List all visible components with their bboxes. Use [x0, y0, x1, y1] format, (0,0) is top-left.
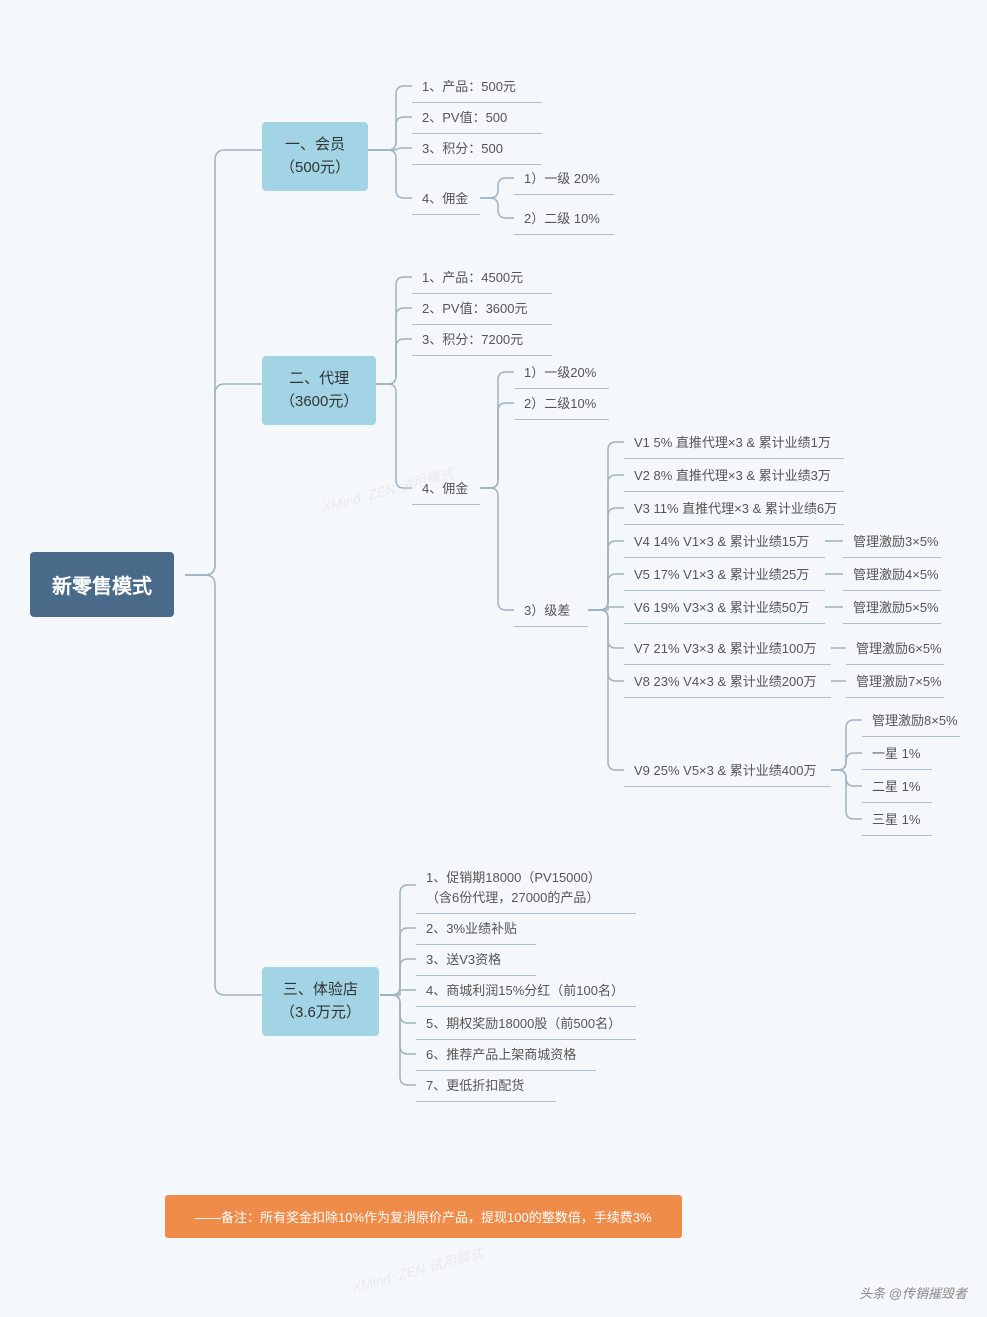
b2-s2: 二星 1% — [862, 772, 932, 803]
watermark: XMind: ZEN 试用模式 — [350, 1243, 486, 1297]
branch-store: 三、体验店 （3.6万元） — [262, 967, 379, 1036]
b3-item4: 4、商城利润15%分红（前100名） — [416, 976, 636, 1007]
b2-v1: V1 5% 直推代理×3 & 累计业绩1万 — [624, 428, 844, 459]
b2-s1: 一星 1% — [862, 739, 932, 770]
b2-m4: 管理激励3×5% — [843, 527, 941, 558]
b2-comm2: 2）二级10% — [514, 389, 609, 420]
root-node: 新零售模式 — [30, 552, 174, 617]
b2-v8: V8 23% V4×3 & 累计业绩200万 — [624, 667, 831, 698]
b2-item2: 2、PV值：3600元 — [412, 294, 552, 325]
connector-lines — [0, 0, 987, 1317]
b2-s3: 三星 1% — [862, 805, 932, 836]
b1-item2: 2、PV值：500 — [412, 103, 542, 134]
credit: 头条 @传销摧毁者 — [859, 1283, 967, 1302]
b2-comm3: 3）级差 — [514, 596, 588, 627]
branch1-subtitle: （500元） — [280, 157, 350, 180]
b2-v6: V6 19% V3×3 & 累计业绩50万 — [624, 593, 825, 624]
branch-agent: 二、代理 （3600元） — [262, 356, 376, 425]
b2-item1: 1、产品：4500元 — [412, 263, 552, 294]
footnote: ——备注：所有奖金扣除10%作为复消原价产品，提现100的整数倍，手续费3% — [165, 1195, 682, 1238]
root-label: 新零售模式 — [52, 576, 152, 598]
b2-v4: V4 14% V1×3 & 累计业绩15万 — [624, 527, 825, 558]
b2-m8: 管理激励7×5% — [846, 667, 944, 698]
branch3-title: 三、体验店 — [280, 979, 361, 1002]
b2-v7: V7 21% V3×3 & 累计业绩100万 — [624, 634, 831, 665]
b2-m7: 管理激励6×5% — [846, 634, 944, 665]
b2-v5: V5 17% V1×3 & 累计业绩25万 — [624, 560, 825, 591]
b3-item5: 5、期权奖励18000股（前500名） — [416, 1009, 636, 1040]
b2-item4: 4、佣金 — [412, 474, 480, 505]
b2-comm1: 1）一级20% — [514, 358, 609, 389]
b3-item2: 2、3%业绩补贴 — [416, 914, 536, 945]
b3-item1a: 1、促销期18000（PV15000） — [426, 868, 626, 888]
b1-comm2: 2）二级 10% — [514, 204, 614, 235]
b3-item7: 7、更低折扣配货 — [416, 1071, 556, 1102]
b2-m9: 管理激励8×5% — [862, 706, 960, 737]
b2-m6: 管理激励5×5% — [843, 593, 941, 624]
b3-item6: 6、推荐产品上架商城资格 — [416, 1040, 596, 1071]
b1-item3: 3、积分：500 — [412, 134, 542, 165]
b1-comm1: 1）一级 20% — [514, 164, 614, 195]
b1-item4: 4、佣金 — [412, 184, 480, 215]
b3-item1b: （含6份代理，27000的产品） — [426, 888, 626, 908]
b2-m5: 管理激励4×5% — [843, 560, 941, 591]
branch1-title: 一、会员 — [280, 134, 350, 157]
branch-member: 一、会员 （500元） — [262, 122, 368, 191]
branch2-title: 二、代理 — [280, 368, 358, 391]
b2-v3: V3 11% 直推代理×3 & 累计业绩6万 — [624, 494, 844, 525]
b3-item1: 1、促销期18000（PV15000） （含6份代理，27000的产品） — [416, 862, 636, 914]
b3-item3: 3、送V3资格 — [416, 945, 536, 976]
branch2-subtitle: （3600元） — [280, 391, 358, 414]
b2-item3: 3、积分：7200元 — [412, 325, 552, 356]
b1-item1: 1、产品：500元 — [412, 72, 542, 103]
b2-v2: V2 8% 直推代理×3 & 累计业绩3万 — [624, 461, 844, 492]
branch3-subtitle: （3.6万元） — [280, 1002, 361, 1025]
b2-v9: V9 25% V5×3 & 累计业绩400万 — [624, 756, 831, 787]
